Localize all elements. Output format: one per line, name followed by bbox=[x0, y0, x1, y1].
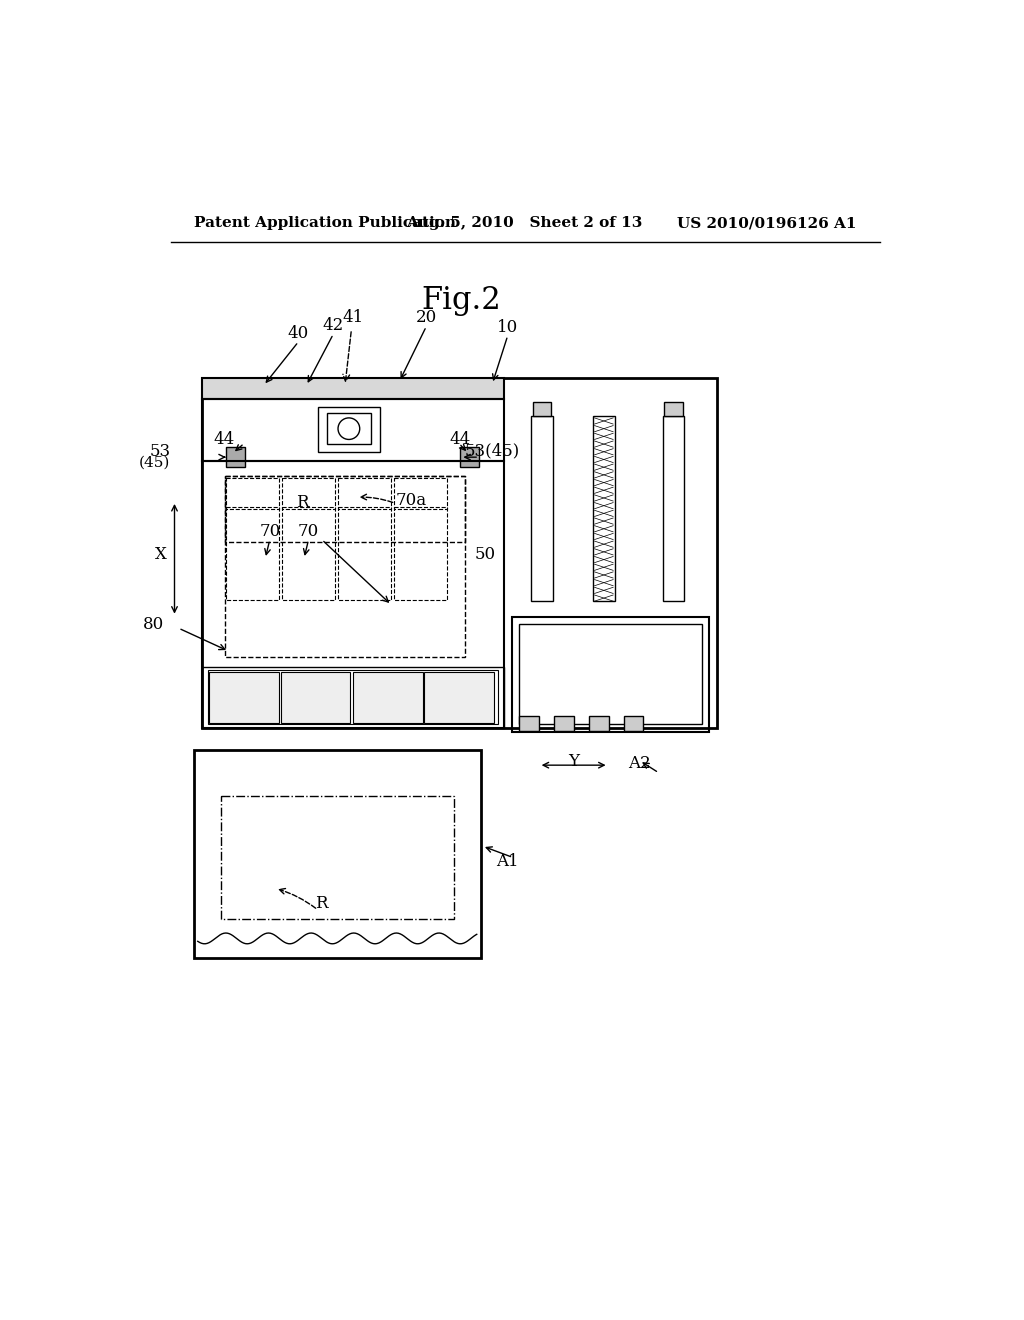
Text: A1: A1 bbox=[496, 853, 519, 870]
Text: 40: 40 bbox=[288, 325, 309, 342]
Bar bbox=[338, 478, 391, 508]
Text: 20: 20 bbox=[416, 309, 437, 326]
Bar bbox=[519, 715, 539, 731]
Bar bbox=[531, 416, 553, 601]
Text: 50: 50 bbox=[475, 546, 496, 564]
Bar bbox=[202, 378, 504, 400]
Bar bbox=[593, 416, 614, 601]
Text: 53(45): 53(45) bbox=[465, 442, 520, 459]
Text: 41: 41 bbox=[342, 309, 364, 381]
Bar bbox=[589, 715, 608, 731]
Bar bbox=[665, 403, 683, 416]
Bar bbox=[512, 616, 710, 733]
Text: US 2010/0196126 A1: US 2010/0196126 A1 bbox=[677, 216, 856, 230]
Bar bbox=[519, 624, 701, 725]
Bar bbox=[532, 403, 551, 416]
Text: R: R bbox=[296, 494, 308, 511]
Bar bbox=[624, 715, 643, 731]
Text: Y: Y bbox=[568, 752, 580, 770]
Bar bbox=[338, 507, 391, 599]
Bar bbox=[663, 416, 684, 601]
Bar bbox=[554, 715, 573, 731]
Bar bbox=[461, 447, 479, 467]
Bar bbox=[394, 478, 446, 508]
Bar bbox=[225, 477, 465, 543]
Bar bbox=[226, 447, 245, 467]
Text: 42: 42 bbox=[323, 317, 344, 334]
Text: X: X bbox=[156, 546, 167, 564]
Bar bbox=[202, 461, 504, 729]
Text: 44: 44 bbox=[450, 430, 471, 447]
Bar bbox=[226, 478, 280, 508]
Bar bbox=[202, 667, 504, 729]
Bar bbox=[221, 796, 454, 919]
Bar bbox=[328, 413, 371, 444]
Bar bbox=[394, 507, 446, 599]
Text: Aug. 5, 2010   Sheet 2 of 13: Aug. 5, 2010 Sheet 2 of 13 bbox=[407, 216, 643, 230]
Text: Patent Application Publication: Patent Application Publication bbox=[194, 216, 456, 230]
Text: 70a: 70a bbox=[395, 492, 427, 508]
Text: 10: 10 bbox=[497, 318, 518, 335]
Text: 70: 70 bbox=[298, 523, 319, 540]
Text: 80: 80 bbox=[143, 615, 165, 632]
Text: R: R bbox=[315, 895, 328, 912]
Text: 44: 44 bbox=[213, 430, 234, 447]
Bar bbox=[283, 478, 335, 508]
Bar bbox=[226, 507, 280, 599]
Bar bbox=[225, 477, 465, 657]
Bar bbox=[283, 507, 335, 599]
Bar bbox=[424, 672, 494, 723]
Text: 70: 70 bbox=[259, 523, 281, 540]
Bar bbox=[202, 378, 717, 729]
Bar bbox=[194, 750, 480, 958]
Bar bbox=[352, 672, 423, 723]
Bar bbox=[202, 400, 504, 461]
Bar bbox=[317, 407, 380, 451]
Text: A2: A2 bbox=[628, 755, 650, 772]
Text: Fig.2: Fig.2 bbox=[421, 285, 501, 317]
Bar bbox=[209, 672, 280, 723]
Bar bbox=[208, 671, 498, 725]
Bar bbox=[281, 672, 350, 723]
Text: (45): (45) bbox=[139, 455, 171, 470]
Text: 53: 53 bbox=[150, 442, 171, 459]
